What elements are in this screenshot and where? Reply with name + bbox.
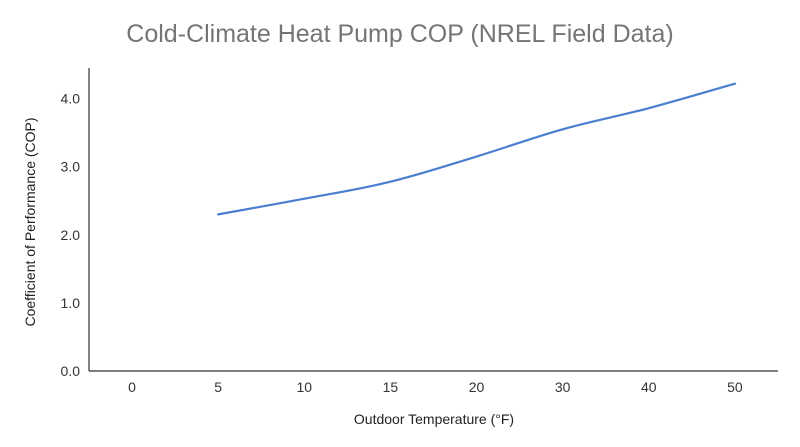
x-axis-label: Outdoor Temperature (°F) bbox=[354, 411, 514, 427]
x-tick-label: 50 bbox=[727, 379, 743, 395]
y-axis-label: Coefficient of Performance (COP) bbox=[22, 117, 38, 326]
x-tick-label: 10 bbox=[297, 379, 313, 395]
y-tick-label: 1.0 bbox=[61, 295, 81, 311]
y-tick-label: 0.0 bbox=[61, 363, 81, 379]
chart-title: Cold-Climate Heat Pump COP (NREL Field D… bbox=[126, 20, 673, 48]
y-tick-labels: 0.0 1.0 2.0 3.0 4.0 bbox=[61, 91, 81, 379]
series-group bbox=[217, 82, 737, 216]
y-tick-label: 3.0 bbox=[61, 159, 81, 175]
x-tick-label: 30 bbox=[555, 379, 571, 395]
x-tick-label: 15 bbox=[383, 379, 399, 395]
y-tick-label: 4.0 bbox=[61, 91, 81, 107]
x-tick-label: 20 bbox=[469, 379, 485, 395]
x-tick-label: 5 bbox=[214, 379, 222, 395]
x-tick-label: 40 bbox=[641, 379, 657, 395]
x-tick-labels: 0 5 10 15 20 30 40 50 bbox=[128, 379, 743, 395]
y-tick-label: 2.0 bbox=[61, 227, 81, 243]
series-line bbox=[217, 82, 737, 216]
x-tick-label: 0 bbox=[128, 379, 136, 395]
